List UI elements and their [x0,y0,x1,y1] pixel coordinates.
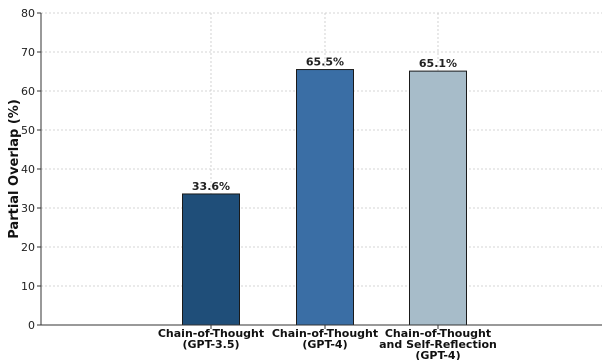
y-tick-labels: 0 10 20 30 40 50 60 70 80 [21,7,35,332]
y-tick-label: 50 [21,124,35,137]
y-tick-label: 40 [21,163,35,176]
y-axis-title: Partial Overlap (%) [7,99,22,239]
bars [182,69,467,326]
y-tick-label: 10 [21,280,35,293]
x-tick-label-line: Chain-of-Thought [158,327,264,340]
y-tick-label: 80 [21,7,35,20]
x-tick-label-line: Chain-of-Thought [272,327,378,340]
y-tick-label: 0 [28,319,35,332]
y-tick-label: 20 [21,241,35,254]
x-tick-label-line: and Self-Reflection [379,338,497,351]
x-tick-label-line: (GPT-4) [302,338,347,351]
data-labels: 33.6% 65.5% 65.1% [192,56,457,193]
axes [37,12,602,329]
x-tick-label-line: (GPT-3.5) [182,338,239,351]
x-tick-label: Chain-of-Thought and Self-Reflection (GPT-… [379,327,497,360]
data-label: 33.6% [192,180,230,193]
bar [182,193,240,326]
x-tick-label: Chain-of-Thought (GPT-4) [272,327,378,351]
y-tick-label: 30 [21,202,35,215]
x-tick-labels: Chain-of-Thought (GPT-3.5)Chain-of-Though… [158,327,497,360]
x-tick-label-line: Chain-of-Thought [385,327,491,340]
data-label: 65.1% [419,57,457,70]
bar [409,70,467,326]
data-label: 65.5% [306,56,344,69]
y-tick-label: 70 [21,46,35,59]
y-tick-label: 60 [21,85,35,98]
x-tick-label-line: (GPT-4) [415,349,460,360]
x-tick-label: Chain-of-Thought (GPT-3.5) [158,327,264,351]
bar [296,69,354,326]
